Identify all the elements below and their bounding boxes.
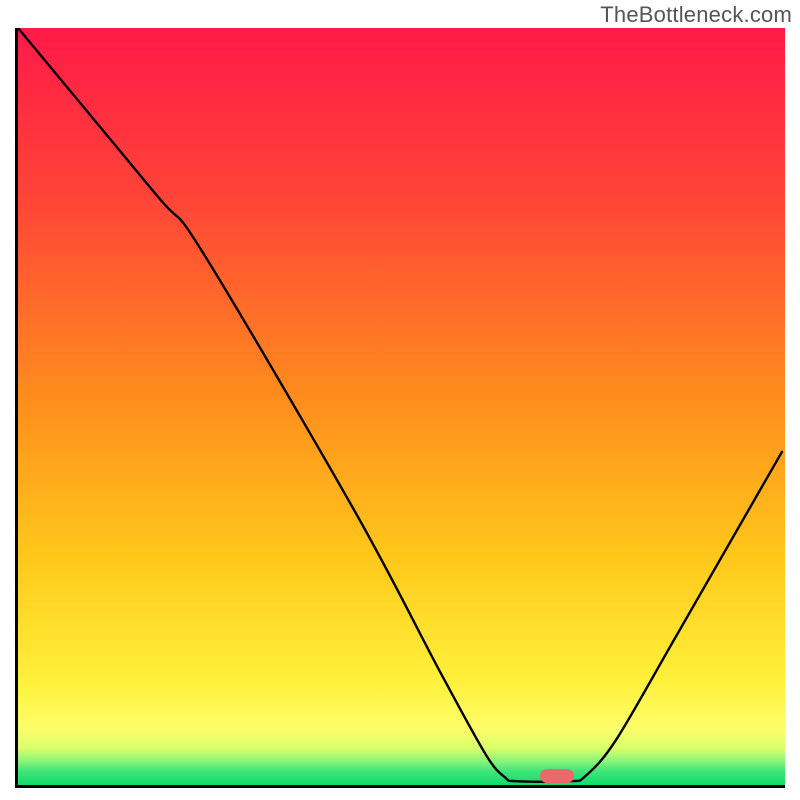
optimal-marker <box>540 769 574 783</box>
curve-path <box>18 28 782 782</box>
plot-area <box>15 28 785 788</box>
watermark-text: TheBottleneck.com <box>600 2 792 28</box>
bottleneck-curve <box>18 28 785 785</box>
